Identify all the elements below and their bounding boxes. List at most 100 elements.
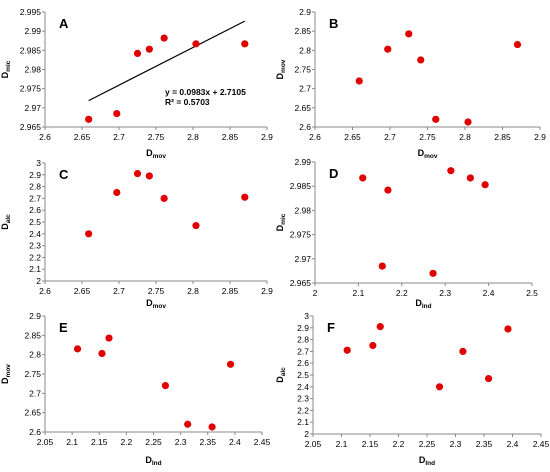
x-tick-label: 2.2 — [120, 437, 132, 447]
y-tick-label: 2.9 — [29, 311, 41, 321]
y-axis-label: Dalc — [275, 367, 287, 383]
data-point — [85, 115, 93, 123]
data-point — [160, 34, 168, 42]
panel-letter: E — [59, 320, 68, 335]
x-tick-label: 2.7 — [384, 132, 396, 142]
x-tick-label: 2.85 — [494, 132, 511, 142]
x-tick-label: 2.8 — [459, 132, 471, 142]
x-tick-label: 2.4 — [483, 288, 495, 298]
y-tick-label: 2.6 — [29, 205, 41, 215]
y-tick-label: 2.985 — [290, 181, 312, 191]
x-tick-label: 2.25 — [145, 437, 162, 447]
y-tick-label: 2.7 — [29, 193, 41, 203]
x-tick-label: 2.85 — [222, 132, 239, 142]
data-point — [160, 194, 168, 202]
x-tick-label: 2.8 — [187, 132, 199, 142]
x-tick-label: 2 — [313, 288, 318, 298]
panel-letter: D — [329, 166, 338, 181]
y-tick-label: 2.75 — [294, 65, 311, 75]
data-point — [73, 345, 82, 353]
x-tick-label: 2.15 — [91, 437, 108, 447]
chart-panel-f: 2.05 2.1 2.15 2.2 2.25 2.3 2.35 2.4 2.45 2 2.1 2.2 2… — [275, 308, 550, 467]
trendline-annotation: y = 0.0983x + 2.7105 — [165, 87, 246, 97]
chart-panel-d: 2 2.1 2.2 2.3 2.4 2.5 2.965 2.97 2.975 2.98 2.985 2… — [275, 155, 550, 310]
data-point — [226, 360, 235, 368]
x-axis-label: Dlnd — [419, 455, 435, 467]
y-tick-label: 2.97 — [24, 103, 41, 113]
x-tick-label: 2.3 — [439, 288, 451, 298]
y-axis-label: Dmic — [275, 213, 287, 231]
x-tick-label: 2.75 — [419, 132, 436, 142]
x-tick-label: 2.7 — [113, 286, 125, 296]
x-tick-label: 2.5 — [526, 288, 538, 298]
x-tick-label: 2.35 — [476, 439, 493, 449]
data-point — [145, 172, 153, 180]
chart-panel-b: 2.6 2.65 2.7 2.75 2.8 2.85 2.9 2.6 2.65 2.7 2.75 2.… — [275, 0, 550, 160]
y-tick-label: 2.965 — [290, 278, 312, 288]
y-tick-label: 2.65 — [294, 103, 311, 113]
data-point — [241, 193, 249, 201]
chart-panel-a: 2.6 2.65 2.7 2.75 2.8 2.85 2.9 2.965 2.97 2.975 2.… — [0, 0, 275, 160]
y-tick-label: 2.6 — [297, 358, 309, 368]
x-tick-label: 2.25 — [419, 439, 436, 449]
data-point — [145, 45, 153, 53]
x-axis-label: Dlnd — [145, 455, 161, 467]
y-tick-label: 2.975 — [20, 84, 42, 94]
y-tick-label: 2.7 — [29, 388, 41, 398]
x-tick-label: 2.4 — [229, 437, 241, 447]
data-point — [85, 230, 93, 238]
data-point — [369, 341, 377, 350]
x-tick-label: 2.2 — [396, 288, 408, 298]
data-point — [133, 49, 142, 58]
scatter-plot: 2.6 2.65 2.7 2.75 2.8 2.85 2.9 2.965 2.97 2.975 2.… — [0, 7, 273, 160]
data-point — [432, 115, 440, 123]
data-point — [447, 167, 455, 175]
data-point — [504, 325, 512, 333]
y-tick-label: 2.8 — [29, 350, 41, 360]
data-point — [378, 262, 386, 270]
data-point — [343, 346, 351, 354]
x-tick-label: 2.35 — [199, 437, 216, 447]
y-tick-label: 2.1 — [297, 417, 309, 427]
scatter-plot: 2 2.1 2.2 2.3 2.4 2.5 2.965 2.97 2.975 2.98 2.985 2… — [275, 157, 538, 310]
x-tick-label: 2.9 — [534, 132, 546, 142]
y-tick-label: 2.9 — [299, 7, 311, 17]
x-tick-label: 2.3 — [175, 437, 187, 447]
x-tick-label: 2.6 — [39, 132, 51, 142]
y-tick-label: 2.98 — [24, 65, 41, 75]
data-point — [384, 186, 392, 194]
y-tick-label: 2.99 — [294, 157, 311, 167]
data-point — [105, 334, 113, 342]
y-tick-label: 2.9 — [297, 323, 309, 333]
y-tick-label: 2.85 — [294, 26, 311, 36]
y-tick-label: 2.75 — [24, 369, 41, 379]
data-point — [484, 374, 493, 383]
y-tick-label: 2.6 — [299, 122, 311, 132]
y-tick-label: 3 — [304, 311, 309, 321]
y-tick-label: 2.5 — [29, 217, 41, 227]
y-tick-label: 2.2 — [297, 405, 309, 415]
data-point — [161, 382, 170, 390]
x-tick-label: 2.3 — [450, 439, 462, 449]
scatter-plot: 2.05 2.1 2.15 2.2 2.25 2.3 2.35 2.4 2.45 2.6 2.65 2… — [0, 311, 271, 467]
y-tick-label: 2.7 — [297, 346, 309, 356]
data-point — [417, 56, 425, 64]
scatter-plot: 2.05 2.1 2.15 2.2 2.25 2.3 2.35 2.4 2.4522.12.22… — [275, 311, 550, 467]
data-point — [241, 40, 249, 48]
x-tick-label: 2.6 — [309, 132, 321, 142]
y-tick-label: 2.97 — [294, 254, 311, 264]
data-point — [481, 181, 489, 189]
y-tick-label: 2.8 — [297, 335, 309, 345]
x-tick-label: 2.6 — [39, 286, 51, 296]
scatter-plot: 2.6 2.65 2.7 2.75 2.8 2.85 2.9 2.6 2.65 2.7 2.75 2.… — [275, 7, 546, 160]
y-tick-label: 2.98 — [294, 205, 311, 215]
panel-letter: C — [59, 167, 69, 182]
y-axis-label: Dalc — [0, 214, 12, 230]
y-tick-label: 2.6 — [29, 427, 41, 437]
y-tick-label: 2.975 — [290, 230, 312, 240]
data-point — [384, 45, 392, 53]
y-tick-label: 2.2 — [29, 252, 41, 262]
chart-panel-e: 2.05 2.1 2.15 2.2 2.25 2.3 2.35 2.4 2.45 2.6 2.65 2… — [0, 308, 275, 467]
x-tick-label: 2.15 — [362, 439, 379, 449]
